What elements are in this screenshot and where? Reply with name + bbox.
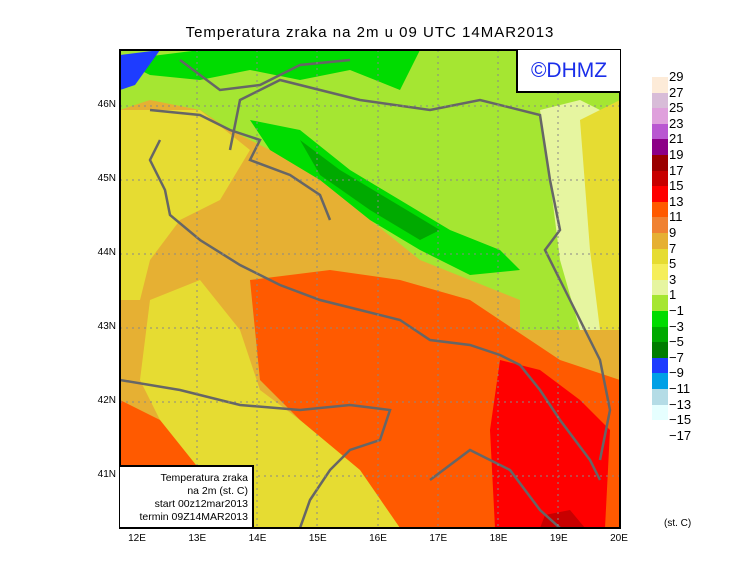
map-frame bbox=[119, 49, 621, 529]
x-tick-label: 14E bbox=[248, 533, 267, 544]
legend-swatch bbox=[652, 233, 668, 249]
x-tick-label: 13E bbox=[188, 533, 207, 544]
legend-swatch bbox=[652, 295, 668, 311]
legend-label: 9 bbox=[669, 225, 677, 240]
legend-swatch bbox=[652, 155, 668, 171]
x-tick-label: 12E bbox=[128, 533, 146, 544]
legend-swatch bbox=[652, 77, 668, 93]
y-tick-label: 46N bbox=[97, 99, 116, 110]
legend-swatch bbox=[652, 170, 668, 187]
legend-swatch bbox=[652, 389, 668, 405]
legend-swatch bbox=[652, 373, 668, 389]
legend-label: 25 bbox=[669, 100, 684, 116]
legend-swatch bbox=[652, 404, 668, 421]
grid-lines bbox=[120, 50, 620, 528]
legend-label: 27 bbox=[669, 84, 684, 100]
legend-label: −17 bbox=[669, 427, 692, 443]
legend-label: 3 bbox=[669, 271, 677, 287]
legend-label: 5 bbox=[669, 256, 677, 272]
x-tick-label: 19E bbox=[549, 533, 568, 544]
legend-swatch bbox=[652, 123, 668, 140]
info-line: start 00z12mar2013 bbox=[154, 498, 248, 510]
legend-label: −11 bbox=[669, 381, 691, 396]
legend-label: −13 bbox=[669, 396, 692, 412]
legend-label: 13 bbox=[669, 193, 684, 209]
legend-swatch bbox=[652, 311, 668, 327]
legend-swatch bbox=[652, 201, 668, 218]
info-box: Temperatura zraka na 2m (st. C) start 00… bbox=[120, 465, 254, 527]
x-tick-label: 17E bbox=[429, 533, 448, 544]
info-line: termin 09Z14MAR2013 bbox=[139, 511, 248, 523]
legend-label: 17 bbox=[669, 162, 684, 178]
field-neg9 bbox=[120, 50, 160, 90]
x-tick-label: 16E bbox=[369, 533, 387, 544]
legend-label: 29 bbox=[669, 69, 684, 84]
legend-label: −7 bbox=[669, 349, 684, 365]
legend-swatch bbox=[652, 279, 668, 296]
x-tick-label: 18E bbox=[489, 533, 508, 544]
coastline bbox=[120, 58, 612, 528]
field-13-15 bbox=[490, 360, 610, 528]
legend-label: 1 bbox=[669, 287, 677, 303]
legend-unit: (st. C) bbox=[664, 518, 692, 529]
legend-label: −3 bbox=[669, 318, 684, 334]
legend-label: −1 bbox=[669, 303, 684, 318]
legend-label: −15 bbox=[669, 412, 692, 428]
legend-label: 21 bbox=[669, 131, 684, 147]
legend-label: 23 bbox=[669, 115, 684, 131]
legend-label: −5 bbox=[669, 334, 684, 350]
legend-swatch bbox=[652, 108, 668, 124]
map-title: Temperatura zraka na 2m u 09 UTC 14MAR20… bbox=[185, 24, 555, 41]
y-tick-label: 45N bbox=[97, 173, 116, 184]
legend-swatch bbox=[652, 342, 668, 358]
legend-label: 7 bbox=[669, 240, 677, 256]
y-tick-label: 43N bbox=[97, 321, 116, 332]
x-tick-label: 20E bbox=[610, 533, 628, 544]
legend-swatch bbox=[652, 357, 668, 374]
legend-swatch bbox=[652, 217, 668, 233]
y-tick-label: 41N bbox=[97, 469, 116, 480]
field-neg5-neg3 bbox=[300, 140, 440, 240]
info-line: Temperatura zraka bbox=[160, 472, 248, 484]
legend-label: −9 bbox=[669, 365, 684, 381]
legend-swatch bbox=[652, 139, 668, 155]
dhmz-logo: ©DHMZ bbox=[516, 50, 620, 93]
legend-swatch bbox=[652, 92, 668, 109]
legend-label: 19 bbox=[669, 147, 684, 162]
y-tick-label: 42N bbox=[97, 395, 116, 406]
legend-swatch bbox=[652, 248, 668, 265]
legend-swatch bbox=[652, 186, 668, 202]
legend-label: 15 bbox=[669, 178, 684, 194]
legend-swatch bbox=[652, 326, 668, 343]
legend-swatch bbox=[652, 264, 668, 280]
info-line: na 2m (st. C) bbox=[187, 485, 248, 497]
y-tick-label: 44N bbox=[97, 247, 116, 258]
legend-label: 11 bbox=[669, 209, 683, 225]
x-tick-label: 15E bbox=[308, 533, 327, 544]
